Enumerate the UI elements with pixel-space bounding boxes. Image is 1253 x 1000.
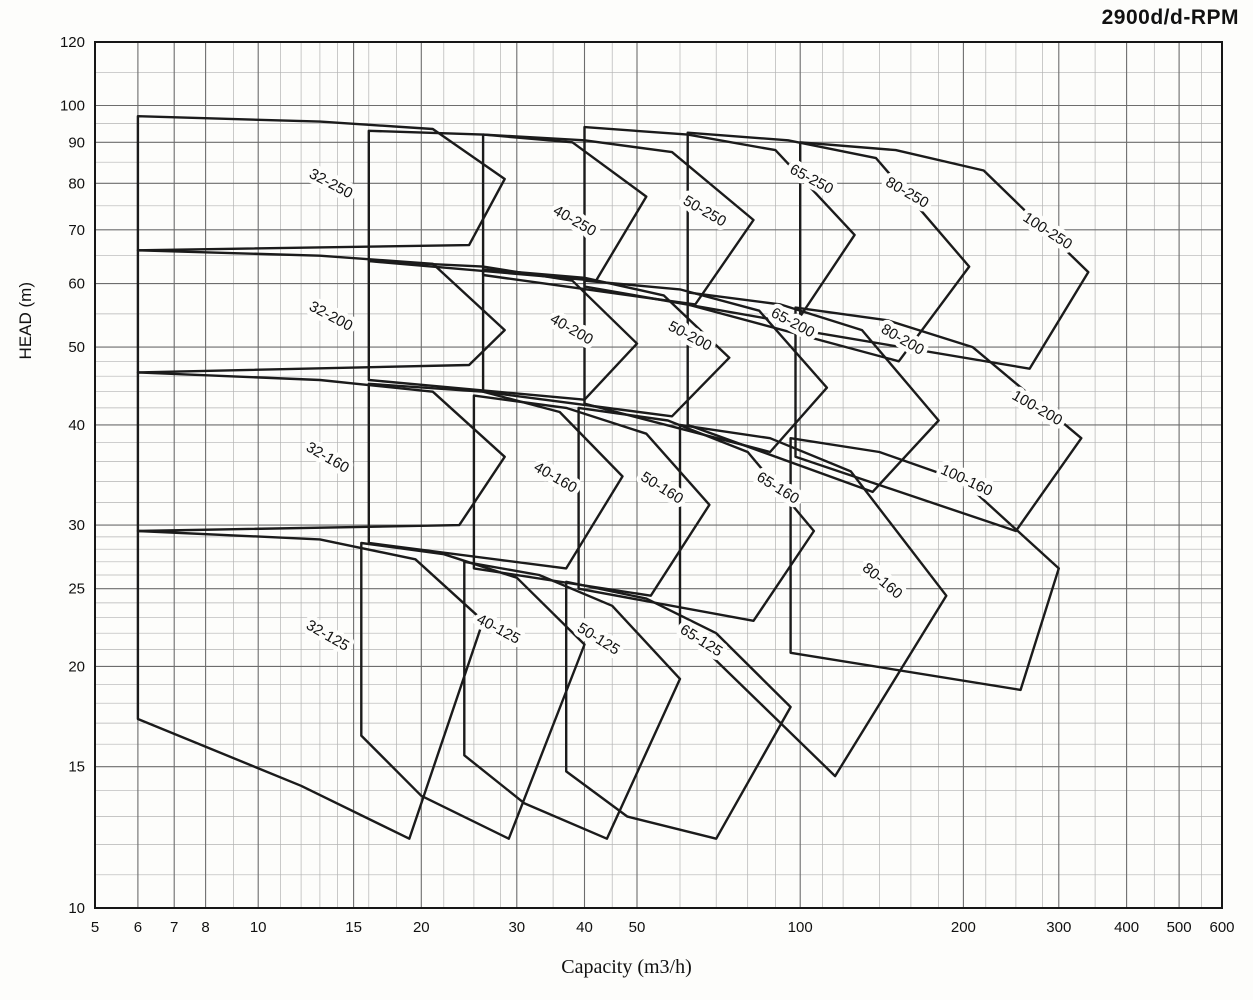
x-tick-label: 300 [1046,919,1071,936]
y-tick-label: 100 [60,98,85,115]
x-tick-label: 30 [508,919,525,936]
envelope-label-40-160: 40-160 [531,459,580,497]
envelope-label-100-250: 100-250 [1020,209,1075,253]
x-tick-label: 400 [1114,919,1139,936]
envelope-80-250 [686,131,971,363]
x-tick-label: 200 [951,919,976,936]
x-tick-label: 10 [250,919,267,936]
y-tick-label: 70 [68,222,85,239]
envelope-label-50-200: 50-200 [665,318,714,355]
y-tick-label: 90 [68,134,85,151]
y-tick-label: 40 [68,417,85,434]
envelope-50-125 [463,560,682,840]
y-tick-label: 15 [68,759,85,776]
x-tick-label: 40 [576,919,593,936]
y-tick-label: 80 [68,175,85,192]
x-tick-label: 7 [170,919,178,936]
envelope-label-80-160: 80-160 [859,560,906,603]
envelope-label-40-125: 40-125 [474,611,523,648]
y-tick-label: 50 [68,339,85,356]
envelope-label-65-250: 65-250 [787,161,836,198]
y-tick-label: 10 [68,900,85,917]
envelope-label-40-200: 40-200 [547,310,596,348]
envelope-100-160 [789,437,1060,692]
x-tick-label: 6 [134,919,142,936]
x-tick-label: 5 [91,919,99,936]
x-tick-label: 100 [788,919,813,936]
y-tick-label: 30 [68,517,85,534]
envelope-label-65-160: 65-160 [753,468,802,507]
plot-frame [94,41,1223,909]
envelope-65-200 [583,279,829,454]
envelope-100-250 [799,141,1090,370]
x-tick-label: 50 [629,919,646,936]
x-tick-label: 8 [201,919,209,936]
rpm-title: 2900d/d-RPM [1101,6,1239,29]
x-tick-label: 15 [345,919,362,936]
envelope-label-32-200: 32-200 [306,298,355,335]
y-axis-title: HEAD (m) [16,282,35,360]
y-tick-label: 25 [68,581,85,598]
envelope-65-125 [565,580,792,840]
envelope-label-32-250: 32-250 [306,165,355,202]
y-tick-label: 20 [68,658,85,675]
envelope-65-160 [577,406,816,622]
envelope-32-125 [136,529,485,840]
y-tick-label: 120 [60,34,85,51]
envelope-40-200 [367,259,639,401]
envelope-50-160 [472,394,711,597]
x-tick-label: 500 [1167,919,1192,936]
x-tick-label: 600 [1209,919,1234,936]
envelope-label-80-200: 80-200 [878,321,927,359]
envelope-label-32-125: 32-125 [303,617,352,655]
y-tick-label: 60 [68,276,85,293]
envelope-40-125 [360,541,586,840]
envelope-label-32-160: 32-160 [303,439,352,477]
envelope-80-160 [678,423,948,778]
envelope-label-40-250: 40-250 [550,202,599,240]
x-tick-label: 20 [413,919,430,936]
envelope-label-100-160: 100-160 [938,461,995,500]
x-axis-title: Capacity (m3/h) [561,956,692,978]
envelope-100-200 [794,306,1083,533]
